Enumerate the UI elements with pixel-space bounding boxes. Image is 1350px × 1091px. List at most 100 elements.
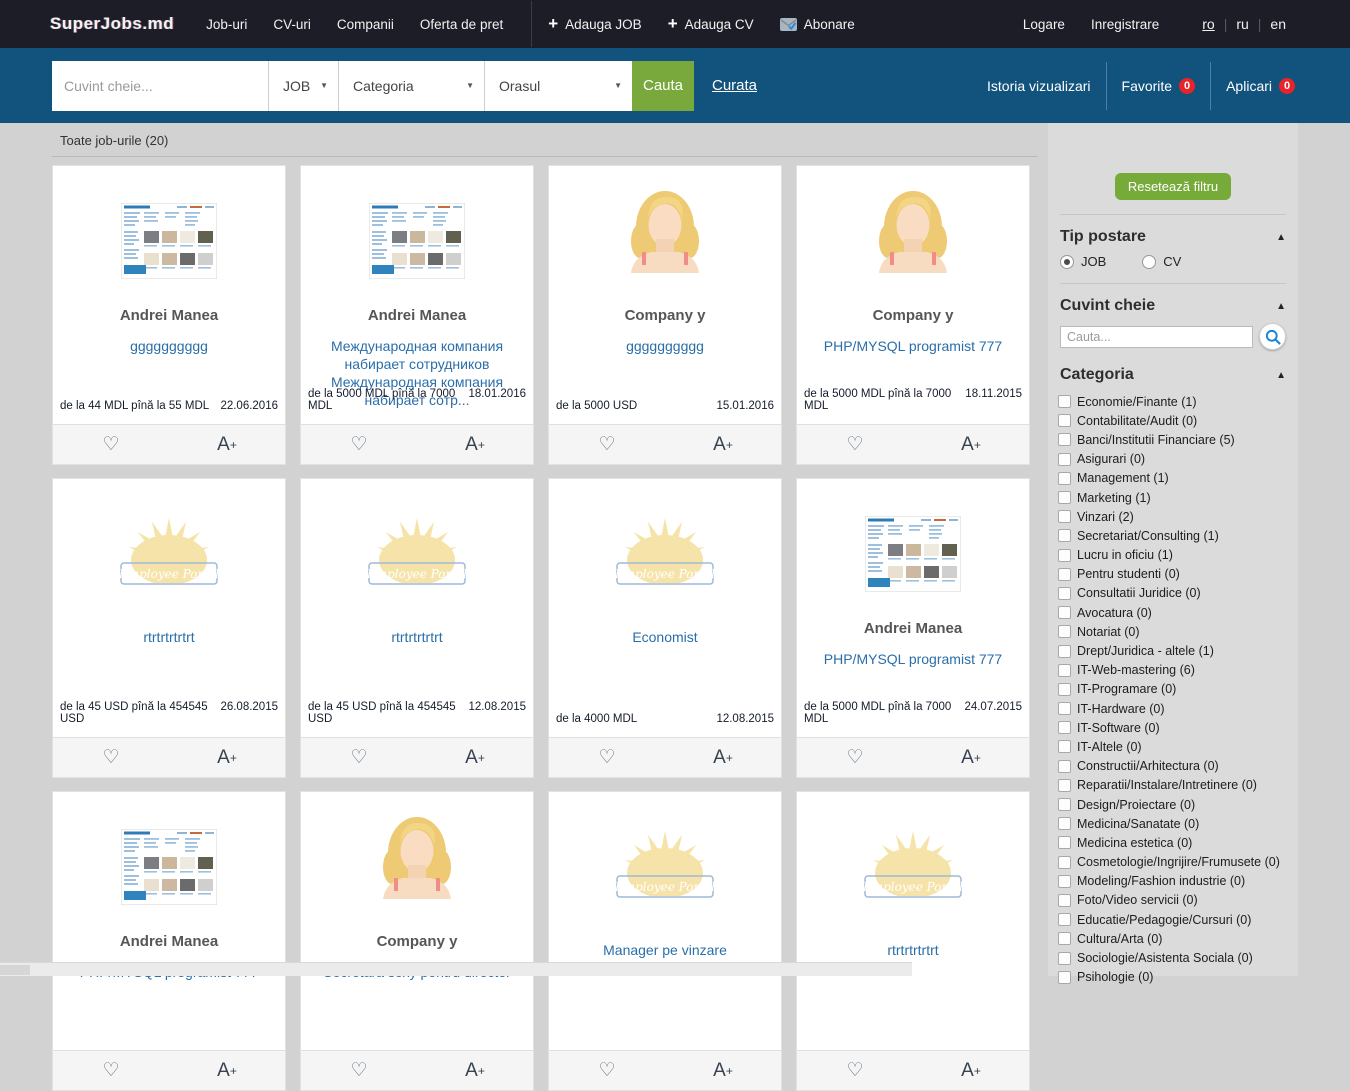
favorite-icon[interactable]: ♡ [598,747,616,768]
register-link[interactable]: Inregistrare [1090,16,1160,32]
category-filter-item[interactable]: Contabilitate/Audit (0) [1058,411,1288,430]
category-filter-item[interactable]: Constructii/Arhitectura (0) [1058,757,1288,776]
job-title-link[interactable]: PHP/MYSQL programist 777 [823,338,1003,354]
favorite-icon[interactable]: ♡ [350,1060,368,1081]
sidebar-keyword-input[interactable] [1060,325,1254,348]
job-card[interactable]: Andrei Manea Международная компания наби… [300,165,534,465]
login-link[interactable]: Logare [1022,16,1065,32]
checkbox-icon[interactable] [1058,471,1071,485]
category-filter-item[interactable]: IT-Software (0) [1058,718,1288,737]
apply-icon[interactable]: A + [961,433,981,455]
category-filter-item[interactable]: IT-Hardware (0) [1058,699,1288,718]
history-link[interactable]: Istoria vizualizari [987,77,1091,94]
category-filter-item[interactable]: Marketing (1) [1058,488,1288,507]
category-filter-item[interactable]: Vinzari (2) [1058,507,1288,526]
checkbox-icon[interactable] [1058,491,1071,505]
checkbox-icon[interactable] [1058,586,1071,600]
collapse-arrow-icon[interactable]: ▲ [1276,300,1286,312]
category-filter-item[interactable]: Cultura/Arta (0) [1058,929,1288,948]
category-filter-item[interactable]: Asigurari (0) [1058,450,1288,469]
category-filter-item[interactable]: IT-Programare (0) [1058,680,1288,699]
category-filter-item[interactable]: Medicina/Sanatate (0) [1058,814,1288,833]
favorites-link[interactable]: Favorite 0 [1122,77,1196,94]
nav-link-companii[interactable]: Companii [336,16,394,32]
job-card[interactable]: Company y gggggggggg de la 5000 USD 15.0… [548,165,782,465]
checkbox-icon[interactable] [1058,798,1071,812]
job-title-link[interactable]: PHP/MYSQL programist 777 [823,651,1003,667]
apply-icon[interactable]: A + [217,433,237,455]
city-select[interactable]: Orasul ▼ [484,60,632,111]
checkbox-icon[interactable] [1058,932,1071,946]
apply-icon[interactable]: A + [465,1059,485,1081]
category-filter-item[interactable]: Secretariat/Consulting (1) [1058,526,1288,545]
job-card[interactable]: Employee Portal rtrtrtrtrtrt de la 45 US… [300,478,534,778]
job-title-link[interactable]: Международная компания набирает сотрудни… [330,338,504,408]
favorite-icon[interactable]: ♡ [102,747,120,768]
checkbox-icon[interactable] [1058,414,1071,428]
category-filter-item[interactable]: Management (1) [1058,469,1288,488]
checkbox-icon[interactable] [1058,606,1071,620]
favorite-icon[interactable]: ♡ [102,1060,120,1081]
category-filter-item[interactable]: Consultatii Juridice (0) [1058,584,1288,603]
checkbox-icon[interactable] [1058,778,1071,792]
job-card[interactable]: Andrei Manea gggggggggg de la 44 MDL pîn… [52,165,286,465]
checkbox-icon[interactable] [1058,452,1071,466]
category-select[interactable]: Categoria ▼ [338,60,484,111]
category-filter-item[interactable]: Psihologie (0) [1058,968,1288,987]
keyword-input[interactable] [52,60,268,111]
checkbox-icon[interactable] [1058,663,1071,677]
category-filter-item[interactable]: Design/Proiectare (0) [1058,795,1288,814]
checkbox-icon[interactable] [1058,529,1071,543]
apply-icon[interactable]: A + [961,1059,981,1081]
job-card[interactable]: Employee Portal rtrtrtrtrtrt ♡ A + [796,791,1030,1091]
category-filter-item[interactable]: Educatie/Pedagogie/Cursuri (0) [1058,910,1288,929]
lang-ru[interactable]: ru [1236,16,1249,32]
category-filter-item[interactable]: IT-Altele (0) [1058,737,1288,756]
category-filter-item[interactable]: Sociologie/Asistenta Sociala (0) [1058,948,1288,967]
checkbox-icon[interactable] [1058,913,1071,927]
category-filter-item[interactable]: IT-Web-mastering (6) [1058,661,1288,680]
job-title-link[interactable]: rtrtrtrtrtrt [143,629,195,645]
checkbox-icon[interactable] [1058,682,1071,696]
checkbox-icon[interactable] [1058,433,1071,447]
applications-link[interactable]: Aplicari 0 [1226,77,1295,94]
category-filter-item[interactable]: Reparatii/Instalare/Intretinere (0) [1058,776,1288,795]
job-card[interactable]: Company y Secretara sexy pentru director… [300,791,534,1091]
checkbox-icon[interactable] [1058,970,1071,984]
checkbox-icon[interactable] [1058,567,1071,581]
checkbox-icon[interactable] [1058,874,1071,888]
category-filter-item[interactable]: Lucru in oficiu (1) [1058,546,1288,565]
apply-icon[interactable]: A + [465,746,485,768]
category-filter-item[interactable]: Avocatura (0) [1058,603,1288,622]
reset-filter-button[interactable]: Resetează filtru [1114,173,1232,200]
job-card[interactable]: Employee Portal rtrtrtrtrtrt de la 45 US… [52,478,286,778]
checkbox-icon[interactable] [1058,855,1071,869]
job-card[interactable]: Andrei Manea PHP/MYSQL programist 777 ♡ … [52,791,286,1091]
lang-ro[interactable]: ro [1202,16,1215,32]
job-card[interactable]: Employee Portal Economist de la 4000 MDL… [548,478,782,778]
favorite-icon[interactable]: ♡ [846,1060,864,1081]
job-title-link[interactable]: rtrtrtrtrtrt [391,629,443,645]
job-title-link[interactable]: gggggggggg [130,338,208,354]
job-title-link[interactable]: Economist [632,629,698,645]
radio-job[interactable]: JOB [1060,254,1106,269]
apply-icon[interactable]: A + [961,746,981,768]
checkbox-icon[interactable] [1058,625,1071,639]
add-job-button[interactable]: + Adauga JOB [548,14,642,33]
category-filter-item[interactable]: Drept/Juridica - altele (1) [1058,641,1288,660]
clear-link[interactable]: Curata [712,77,758,94]
job-title-link[interactable]: gggggggggg [626,338,704,354]
apply-icon[interactable]: A + [217,1059,237,1081]
radio-cv[interactable]: CV [1142,254,1181,269]
job-title-link[interactable]: rtrtrtrtrtrt [887,942,939,958]
checkbox-icon[interactable] [1058,702,1071,716]
checkbox-icon[interactable] [1058,951,1071,965]
category-filter-item[interactable]: Foto/Video servicii (0) [1058,891,1288,910]
nav-link-oferta-de-pret[interactable]: Oferta de pret [419,16,504,32]
favorite-icon[interactable]: ♡ [598,1060,616,1081]
scrollbar-thumb[interactable] [0,965,30,975]
apply-icon[interactable]: A + [713,433,733,455]
favorite-icon[interactable]: ♡ [350,747,368,768]
apply-icon[interactable]: A + [217,746,237,768]
lang-en[interactable]: en [1270,16,1286,32]
